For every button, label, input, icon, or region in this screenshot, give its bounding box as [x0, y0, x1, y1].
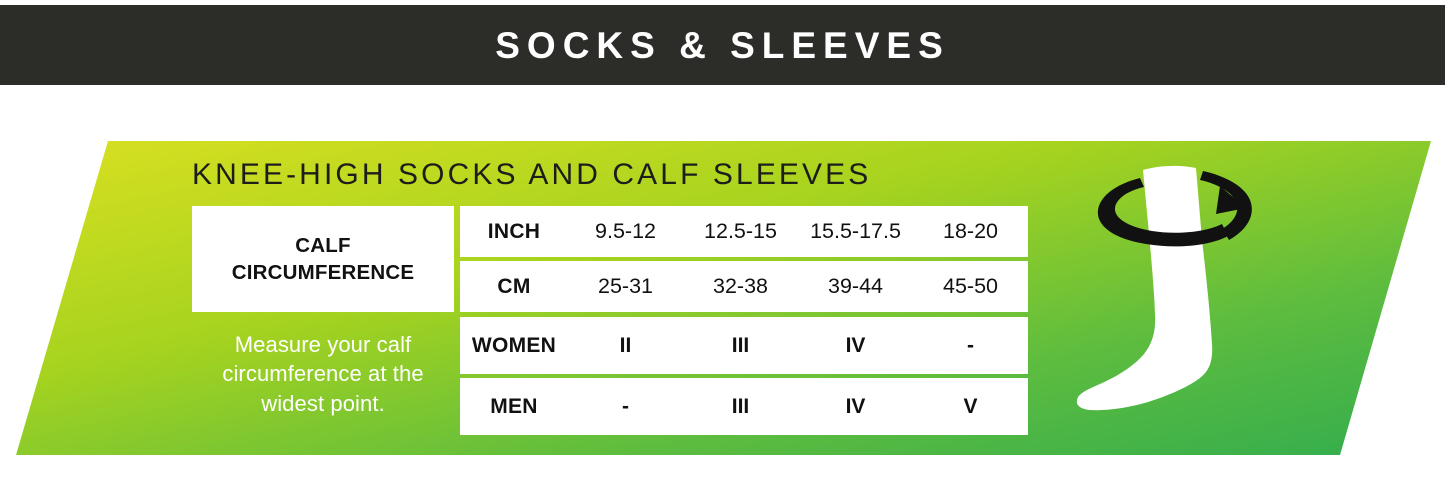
- table-row: INCH 9.5-12 12.5-15 15.5-17.5 18-20: [460, 206, 1028, 257]
- sock-silhouette: [1076, 165, 1213, 411]
- table-row: CM 25-31 32-38 39-44 45-50: [460, 261, 1028, 312]
- cell-women-4: -: [967, 333, 974, 357]
- cell-cm-2: 32-38: [713, 274, 768, 298]
- cell-women-3: IV: [845, 333, 866, 357]
- cell-cm-4: 45-50: [943, 274, 998, 298]
- calf-circumference-label: CALF CIRCUMFERENCE: [232, 232, 415, 286]
- calf-label-line-2: CIRCUMFERENCE: [231, 261, 415, 284]
- cell-cm-1: 25-31: [598, 274, 653, 298]
- cell-inch-2: 12.5-15: [704, 219, 777, 243]
- size-table: INCH 9.5-12 12.5-15 15.5-17.5 18-20 CM 2…: [460, 206, 1028, 435]
- cell-men-1: -: [622, 394, 629, 418]
- cell-inch-4: 18-20: [943, 219, 998, 243]
- cell-men-4: V: [963, 394, 978, 418]
- panel-title: KNEE-HIGH SOCKS AND CALF SLEEVES: [192, 158, 872, 191]
- row-label-men: MEN: [490, 394, 538, 418]
- row-label-women: WOMEN: [471, 333, 557, 357]
- row-label-inch: INCH: [487, 219, 541, 243]
- cell-women-2: III: [731, 333, 750, 357]
- cell-men-3: IV: [845, 394, 866, 418]
- page-title: SOCKS & SLEEVES: [495, 24, 950, 66]
- table-row: WOMEN II III IV -: [460, 317, 1028, 374]
- cell-women-1: II: [619, 333, 632, 357]
- cell-men-2: III: [731, 394, 750, 418]
- measure-instruction-text: Measure your calf circumference at the w…: [222, 332, 424, 416]
- table-row: MEN - III IV V: [460, 378, 1028, 435]
- leg-sock-measure-icon: [1076, 165, 1252, 411]
- header-banner: SOCKS & SLEEVES: [0, 5, 1445, 85]
- calf-circumference-label-box: CALF CIRCUMFERENCE: [192, 206, 454, 312]
- measuring-tape-icon: [1097, 171, 1252, 247]
- cell-inch-3: 15.5-17.5: [810, 219, 901, 243]
- row-label-cm: CM: [497, 274, 531, 298]
- calf-label-line-1: CALF: [295, 233, 351, 257]
- cell-cm-3: 39-44: [828, 274, 883, 298]
- cell-inch-1: 9.5-12: [595, 219, 656, 243]
